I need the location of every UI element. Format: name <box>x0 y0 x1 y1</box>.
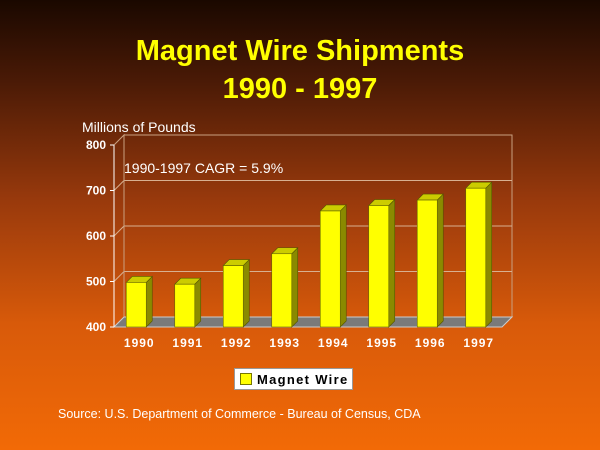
bar-side <box>194 277 202 328</box>
gridline-depth <box>113 225 125 237</box>
y-axis-label: Millions of Pounds <box>82 119 196 135</box>
cagr-annotation: 1990-1997 CAGR = 5.9% <box>124 160 283 176</box>
bar-side <box>242 258 250 328</box>
gridline-depth <box>113 180 125 191</box>
bar <box>125 282 147 328</box>
source-note: Source: U.S. Department of Commerce - Bu… <box>58 407 421 421</box>
bar-side <box>145 275 153 328</box>
bar-side <box>339 204 347 328</box>
bar-side <box>291 247 299 328</box>
bar-side <box>485 181 493 328</box>
x-tick-label: 1991 <box>172 336 203 350</box>
y-tick-label: 500 <box>86 275 106 289</box>
bar-side <box>388 198 396 328</box>
bar <box>174 283 196 328</box>
y-tick-label: 600 <box>86 229 106 243</box>
chart-title: Magnet Wire Shipments <box>135 35 465 67</box>
plot-floor <box>112 316 514 328</box>
y-tick-label: 400 <box>86 320 106 334</box>
chart-subtitle: 1990 - 1997 <box>222 73 378 105</box>
x-tick-label: 1990 <box>124 336 155 350</box>
bar <box>368 205 390 328</box>
x-tick-label: 1997 <box>463 336 494 350</box>
x-tick-label: 1996 <box>415 336 446 350</box>
gridline-depth <box>113 271 125 282</box>
x-tick-label: 1994 <box>318 336 349 350</box>
bar <box>271 253 293 328</box>
x-tick-label: 1992 <box>221 336 252 350</box>
bar-side <box>436 193 444 328</box>
legend-label: Magnet Wire <box>257 371 349 387</box>
bar <box>319 210 341 328</box>
bar <box>465 187 487 328</box>
legend-swatch <box>240 373 252 385</box>
x-tick-label: 1993 <box>269 336 300 350</box>
bar <box>416 199 438 328</box>
legend: Magnet Wire <box>234 368 353 390</box>
y-tick-label: 700 <box>86 184 106 198</box>
x-tick-label: 1995 <box>366 336 397 350</box>
bar <box>222 265 244 328</box>
y-tick-label: 800 <box>86 138 106 152</box>
